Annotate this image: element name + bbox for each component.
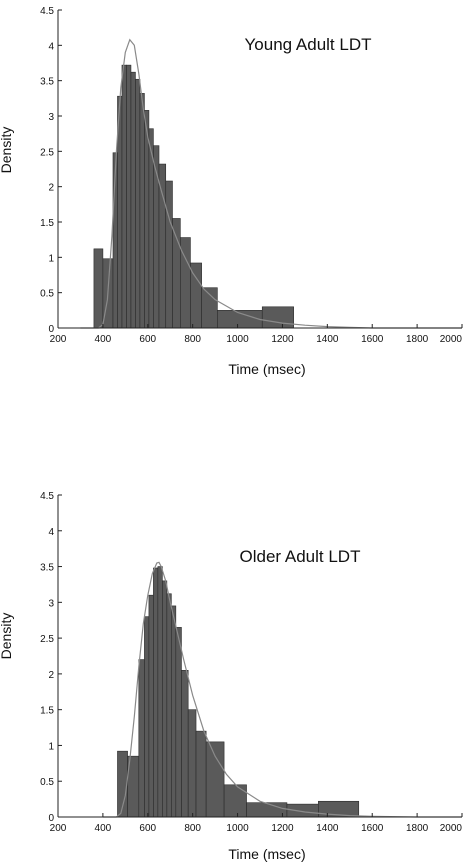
histogram-bar-10 (175, 627, 182, 818)
y-tick-label-0: 0 (48, 324, 54, 335)
x-tick-label-8: 1800 (406, 823, 429, 834)
y-tick-label-3: 1.5 (40, 706, 54, 717)
y-tick-label-6: 3 (48, 598, 54, 609)
y-tick-label-5: 2.5 (40, 147, 54, 158)
y-axis-label: Density (0, 613, 14, 660)
y-tick-label-5: 2.5 (40, 634, 54, 645)
histogram-bar-6 (130, 71, 136, 329)
x-tick-label-4: 1000 (226, 823, 249, 834)
y-tick-label-2: 1 (48, 741, 54, 752)
histogram-bar-4 (121, 64, 127, 329)
x-tick-label-0: 200 (50, 334, 67, 345)
histogram-bar-8 (166, 593, 172, 818)
x-tick-label-1: 400 (95, 823, 112, 834)
chart-title: Young Adult LDT (245, 35, 372, 54)
histogram-bar-9 (171, 605, 177, 818)
y-axis-ticks: 0 0.5 1 1.5 2 2.5 3 3.5 4 4.5 (40, 491, 62, 824)
y-tick-label-7: 3.5 (40, 77, 54, 88)
x-tick-label-5: 1200 (271, 823, 294, 834)
y-tick-label-9: 4.5 (40, 491, 54, 502)
histogram-bar-14 (205, 741, 225, 818)
y-tick-label-4: 2 (48, 670, 54, 681)
density-fit-curve (102, 561, 462, 818)
y-tick-label-9: 4.5 (40, 6, 54, 17)
x-tick-label-3: 800 (184, 823, 201, 834)
x-tick-label-2: 600 (139, 823, 156, 834)
histogram-bar-14 (172, 218, 181, 329)
x-axis-ticks: 200 400 600 800 1000 1200 1400 1600 1800 2000 (50, 324, 463, 345)
y-axis-ticks: 0 0.5 1 1.5 2 2.5 3 3.5 4 4.5 (40, 6, 62, 335)
y-tick-label-4: 2 (48, 183, 54, 194)
histogram-bar-8 (139, 93, 145, 329)
x-tick-label-6: 1400 (316, 823, 339, 834)
x-tick-label-3: 800 (184, 334, 201, 345)
older-adult-ldt-panel: 200 400 600 800 1000 1200 1400 1600 1800 2000 0 0.… (0, 491, 463, 862)
histogram-bar-16 (246, 802, 288, 818)
x-axis-ticks: 200 400 600 800 1000 1200 1400 1600 1800 2000 (50, 813, 463, 834)
histogram-bar-7 (135, 78, 141, 329)
x-axis-label: Time (msec) (228, 361, 305, 377)
histogram-bar-5 (126, 64, 132, 329)
y-tick-label-6: 3 (48, 112, 54, 123)
histogram-bar-9 (144, 110, 150, 329)
x-tick-label-5: 1200 (271, 334, 294, 345)
x-tick-label-6: 1400 (316, 334, 339, 345)
x-tick-label-4: 1000 (226, 334, 249, 345)
histogram-bar-19 (261, 306, 294, 329)
young-adult-ldt-panel: 200 400 600 800 1000 1200 1400 1600 1800 2000 0 0.… (0, 6, 463, 377)
density-fit-curve (80, 38, 462, 329)
y-axis-label: Density (0, 127, 14, 174)
histogram-bar-15 (223, 784, 247, 818)
x-tick-label-9: 2000 (440, 823, 463, 834)
x-tick-label-7: 1600 (361, 334, 384, 345)
histogram-bar-2 (138, 659, 145, 818)
x-tick-label-0: 200 (50, 823, 67, 834)
histogram-bar-7 (162, 580, 168, 818)
y-tick-label-0: 0 (48, 813, 54, 824)
y-tick-label-1: 0.5 (40, 777, 54, 788)
x-tick-label-2: 600 (139, 334, 156, 345)
x-axis-label: Time (msec) (228, 846, 305, 862)
histogram-bar-11 (181, 670, 189, 818)
y-tick-label-1: 0.5 (40, 289, 54, 300)
histogram-bar-12 (158, 163, 167, 329)
histogram-bar-5 (153, 567, 159, 818)
y-tick-label-3: 1.5 (40, 218, 54, 229)
y-tick-label-8: 4 (48, 527, 54, 538)
y-tick-label-2: 1 (48, 253, 54, 264)
x-tick-label-1: 400 (95, 334, 112, 345)
histogram-bar-13 (165, 180, 173, 329)
histogram-bar-4 (148, 594, 154, 818)
x-tick-label-8: 1800 (406, 334, 429, 345)
histogram-bar-6 (157, 566, 163, 818)
y-tick-label-7: 3.5 (40, 563, 54, 574)
y-tick-label-8: 4 (48, 41, 54, 52)
histogram-bar-13 (195, 730, 207, 818)
histogram-bar-3 (144, 616, 150, 818)
chart-title: Older Adult LDT (240, 547, 361, 566)
histogram-bar-12 (187, 709, 197, 818)
x-tick-label-7: 1600 (361, 823, 384, 834)
histogram-bar-17 (286, 803, 319, 818)
x-tick-label-9: 2000 (440, 334, 463, 345)
histogram-bar-0 (93, 248, 104, 329)
